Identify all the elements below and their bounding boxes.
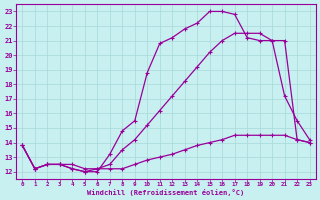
X-axis label: Windchill (Refroidissement éolien,°C): Windchill (Refroidissement éolien,°C) xyxy=(87,189,244,196)
